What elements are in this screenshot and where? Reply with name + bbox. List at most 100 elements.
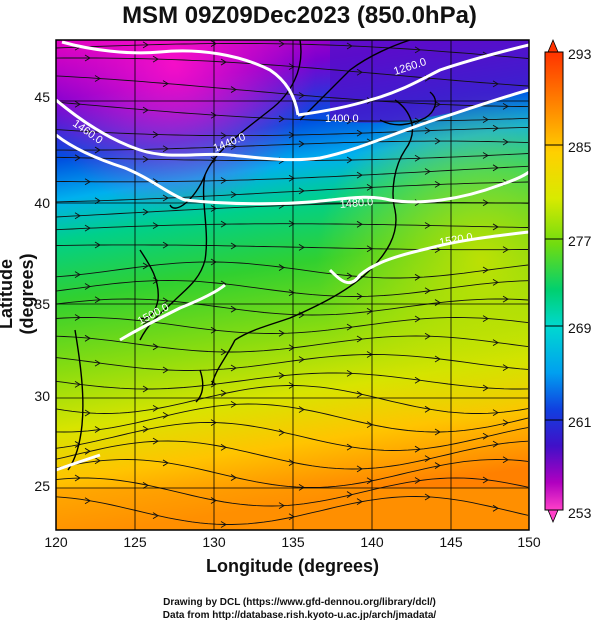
streamline-arrow [278, 429, 285, 436]
streamline-arrow [94, 457, 101, 465]
streamline-arrow [142, 481, 149, 489]
streamline-arrow [298, 92, 305, 99]
streamline-arrow [94, 75, 101, 82]
streamline-arrow [288, 220, 295, 228]
streamline-arrow [502, 364, 509, 372]
streamline-arrow [298, 406, 305, 413]
streamline-arrow [220, 389, 227, 397]
streamline-arrow [74, 441, 81, 448]
streamline-arrow [220, 220, 227, 228]
streamline-arrow [414, 477, 421, 484]
streamline-arrow [502, 295, 509, 303]
streamline-arrow [298, 356, 305, 363]
streamline-arrow [424, 405, 431, 413]
streamline-arrow [288, 131, 295, 139]
streamline-arrow [84, 334, 91, 342]
streamline-arrow [84, 128, 91, 136]
streamline-arrow [220, 58, 227, 66]
x-tick-label: 135 [281, 534, 305, 550]
streamline-arrow [502, 419, 509, 427]
streamline-arrow [152, 55, 159, 63]
streamline-arrow [142, 155, 149, 163]
streamline-arrow [288, 513, 295, 521]
streamline-arrow [230, 242, 237, 250]
streamline-arrow [288, 459, 295, 467]
x-tick-label: 145 [439, 534, 463, 550]
streamline-arrow [492, 440, 499, 448]
streamline-arrow [482, 384, 489, 392]
colorbar [544, 38, 564, 524]
streamline-arrow [94, 146, 101, 154]
streamline-arrow [502, 246, 509, 254]
contour-label: 1480.0 [339, 196, 374, 211]
streamline-arrow [356, 293, 363, 300]
streamline-arrow [278, 264, 285, 271]
streamline-arrow [288, 382, 295, 389]
credit-line-dcl: Drawing by DCL (https://www.gfd-dennou.o… [163, 597, 436, 608]
streamline-arrow [74, 474, 81, 482]
streamline-arrow [220, 521, 227, 528]
grid-lines [56, 40, 529, 530]
streamline-arrow [210, 258, 217, 266]
streamline-arrow [210, 419, 217, 426]
streamline-arrow [84, 447, 91, 455]
streamline-arrow [288, 289, 295, 297]
streamline-arrow [74, 154, 81, 162]
contour-label: 1400.0 [325, 113, 359, 125]
streamline-arrow [414, 376, 421, 384]
streamline-arrow [356, 498, 363, 506]
streamline-arrow [142, 318, 149, 325]
streamline-arrow [94, 359, 101, 367]
colorbar-tick-label: 253 [568, 505, 592, 521]
streamline-arrow [492, 164, 499, 172]
x-tick-label: 125 [123, 534, 147, 550]
plot-frame [55, 39, 530, 531]
y-tick-label: 30 [34, 388, 50, 404]
streamline-arrow [84, 409, 91, 417]
streamline-arrow [346, 443, 353, 451]
streamline-arrow [424, 222, 431, 229]
streamline-arrow [220, 348, 227, 356]
streamline-arrow [346, 156, 353, 164]
streamline-arrow [356, 171, 363, 179]
streamline-arrow [414, 315, 421, 323]
x-tick-label: 130 [202, 534, 226, 550]
streamline-arrow [94, 241, 101, 249]
streamline-arrow [346, 117, 353, 125]
streamline-arrow [424, 287, 431, 295]
credits: Drawing by DCL (https://www.gfd-dennou.o… [0, 596, 599, 622]
streamline-arrow [502, 138, 509, 146]
streamline-arrow [414, 117, 421, 125]
streamline-arrow [142, 41, 149, 49]
streamline-arrow [230, 86, 237, 93]
streamline-arrow [162, 297, 169, 305]
streamline-arrow [162, 80, 169, 88]
colorbar-tick-label: 277 [568, 233, 592, 249]
streamline-arrow [210, 326, 217, 334]
streamline-arrow [492, 80, 499, 88]
streamline-arrow [142, 208, 149, 216]
streamline-arrow [162, 459, 169, 467]
streamline-arrow [220, 132, 227, 140]
colorbar-tick-label: 293 [568, 46, 592, 62]
streamline-arrow [230, 191, 237, 199]
streamline-arrow [74, 271, 81, 279]
streamline-arrow [162, 366, 169, 374]
streamline-arrow [434, 462, 441, 469]
streamline-arrow [288, 63, 295, 71]
streamline-arrow [230, 400, 237, 408]
colorbar-tick-label: 269 [568, 320, 592, 336]
streamline-arrow [356, 335, 363, 343]
streamline-arrow [230, 474, 237, 481]
streamline-arrow [492, 124, 499, 132]
streamline-arrow [210, 497, 217, 504]
streamline-arrow [210, 111, 217, 119]
streamline-arrow [278, 115, 285, 123]
streamline-arrow [162, 241, 169, 249]
streamline-arrow [492, 279, 499, 286]
streamline-arrow [434, 181, 441, 188]
streamline-arrow [356, 129, 363, 137]
x-tick-label: 140 [360, 534, 384, 550]
streamline-arrow [142, 425, 149, 433]
streamline-arrow [84, 178, 91, 186]
